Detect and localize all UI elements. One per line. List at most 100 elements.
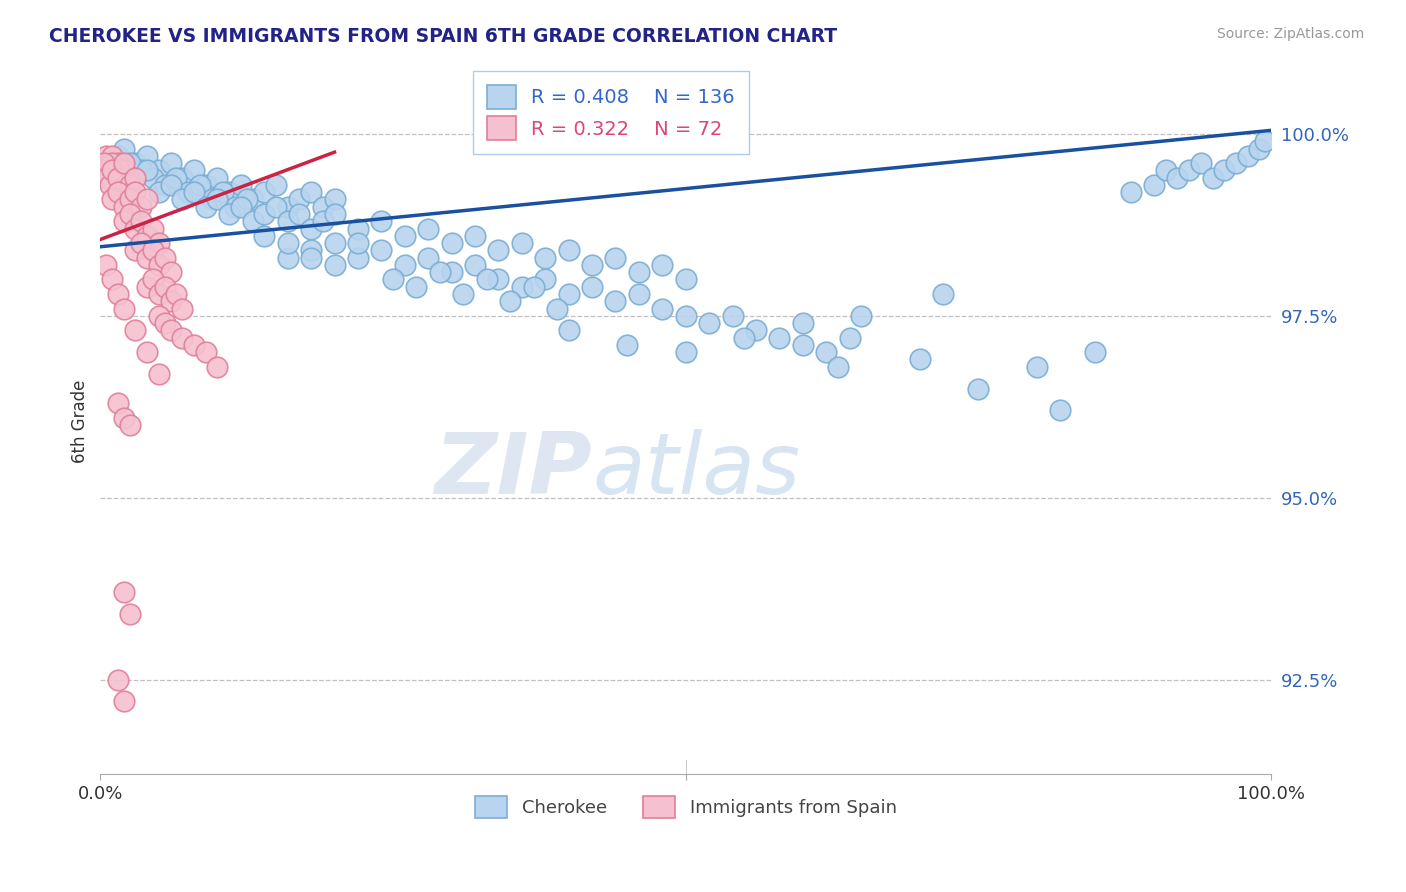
Point <box>194 178 217 192</box>
Point <box>142 244 165 258</box>
Point <box>159 323 181 337</box>
Point <box>277 236 299 251</box>
Point <box>112 156 135 170</box>
Point <box>429 265 451 279</box>
Point <box>932 287 955 301</box>
Point <box>1254 134 1277 148</box>
Point <box>464 258 486 272</box>
Point <box>1178 163 1201 178</box>
Point <box>1225 156 1247 170</box>
Point <box>1154 163 1177 178</box>
Point <box>118 156 141 170</box>
Point <box>112 200 135 214</box>
Point <box>418 251 440 265</box>
Point <box>557 323 579 337</box>
Point <box>107 396 129 410</box>
Point <box>107 185 129 199</box>
Point <box>1213 163 1236 178</box>
Point <box>253 228 276 243</box>
Point <box>183 338 205 352</box>
Point <box>651 301 673 316</box>
Point <box>98 156 121 170</box>
Point <box>183 163 205 178</box>
Point <box>142 221 165 235</box>
Point <box>153 279 176 293</box>
Point <box>908 352 931 367</box>
Point <box>1084 345 1107 359</box>
Point <box>96 258 118 272</box>
Point <box>1166 170 1188 185</box>
Point <box>218 185 240 199</box>
Point <box>148 185 170 199</box>
Point <box>118 607 141 621</box>
Point <box>136 193 159 207</box>
Point <box>546 301 568 316</box>
Point <box>107 156 129 170</box>
Point <box>616 338 638 352</box>
Point <box>675 345 697 359</box>
Point <box>851 309 873 323</box>
Point <box>107 287 129 301</box>
Point <box>212 185 235 199</box>
Point <box>242 193 264 207</box>
Point <box>768 331 790 345</box>
Point <box>110 170 132 185</box>
Point <box>172 170 194 185</box>
Point <box>148 309 170 323</box>
Point <box>1249 142 1271 156</box>
Point <box>153 316 176 330</box>
Point <box>1143 178 1166 192</box>
Point <box>207 170 229 185</box>
Point <box>124 156 146 170</box>
Point <box>112 301 135 316</box>
Point <box>418 221 440 235</box>
Text: atlas: atlas <box>592 429 800 512</box>
Point <box>124 244 146 258</box>
Point <box>131 236 153 251</box>
Point <box>235 193 257 207</box>
Point <box>827 359 849 374</box>
Point <box>627 265 650 279</box>
Point <box>159 178 181 192</box>
Point <box>218 207 240 221</box>
Point <box>101 193 124 207</box>
Point <box>651 258 673 272</box>
Point <box>96 149 118 163</box>
Point <box>118 178 141 192</box>
Text: Source: ZipAtlas.com: Source: ZipAtlas.com <box>1216 27 1364 41</box>
Point <box>312 200 335 214</box>
Point <box>1236 149 1258 163</box>
Point <box>253 207 276 221</box>
Point <box>557 244 579 258</box>
Text: ZIP: ZIP <box>434 429 592 512</box>
Point <box>183 185 205 199</box>
Point <box>229 200 252 214</box>
Point <box>159 265 181 279</box>
Point <box>148 258 170 272</box>
Point <box>118 207 141 221</box>
Point <box>242 214 264 228</box>
Point <box>675 309 697 323</box>
Point <box>101 156 124 170</box>
Point <box>118 193 141 207</box>
Point <box>440 236 463 251</box>
Point <box>172 301 194 316</box>
Point <box>96 170 118 185</box>
Point <box>1201 170 1223 185</box>
Point <box>697 316 720 330</box>
Point <box>172 193 194 207</box>
Point <box>136 345 159 359</box>
Point <box>118 185 141 199</box>
Point <box>522 279 544 293</box>
Point <box>557 287 579 301</box>
Point <box>299 244 322 258</box>
Point <box>347 236 370 251</box>
Point <box>382 272 405 286</box>
Point <box>148 287 170 301</box>
Point <box>277 251 299 265</box>
Point <box>299 185 322 199</box>
Point <box>605 294 627 309</box>
Point <box>112 178 135 192</box>
Point <box>107 673 129 687</box>
Point <box>323 236 346 251</box>
